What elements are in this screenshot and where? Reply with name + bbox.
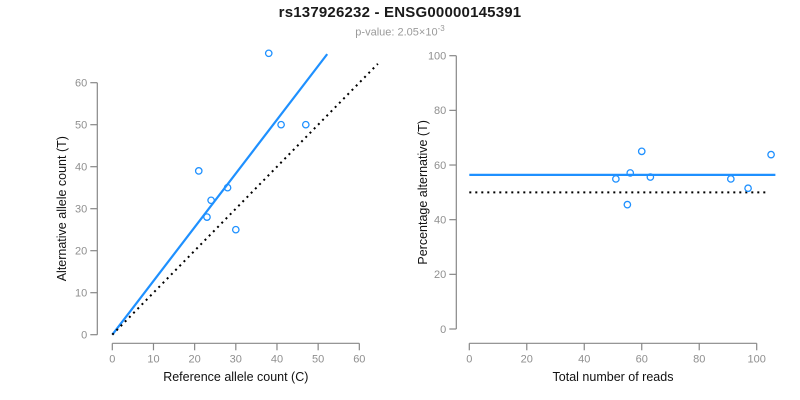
data-point	[646, 173, 655, 181]
data-point	[223, 183, 232, 192]
y-tick-label: 60	[75, 78, 87, 90]
data-point	[637, 147, 646, 156]
x-tick-label: 30	[230, 353, 242, 365]
figure-header: rs137926232 - ENSG00000145391 p-value: 2…	[0, 0, 800, 39]
y-tick-label: 100	[428, 51, 446, 63]
pvalue-subtitle: p-value: 2.05×10-3	[0, 24, 800, 39]
identity-line	[111, 63, 379, 336]
x-tick-label: 10	[147, 353, 159, 365]
y-tick-label: 40	[434, 214, 446, 226]
data-point	[626, 169, 635, 177]
fit-line	[111, 53, 329, 336]
data-point	[264, 49, 273, 58]
y-tick-label: 80	[434, 105, 446, 117]
y-tick-label: 50	[75, 120, 87, 132]
x-tick-label: 0	[109, 353, 115, 365]
data-point	[612, 175, 620, 183]
x-tick-label: 20	[189, 353, 201, 365]
y-tick-label: 20	[434, 269, 446, 281]
x-tick-label: 100	[748, 353, 766, 365]
y-axis-title: Percentage alternative (T)	[416, 120, 430, 265]
data-point	[207, 196, 215, 205]
x-axis-title: Total number of reads	[553, 370, 674, 384]
y-tick-label: 60	[434, 160, 446, 172]
data-point	[623, 200, 632, 209]
pvalue-exponent: -3	[437, 24, 445, 33]
data-point	[767, 150, 775, 159]
x-tick-label: 20	[521, 353, 533, 365]
x-tick-label: 40	[271, 353, 283, 365]
x-tick-label: 80	[693, 353, 705, 365]
y-tick-label: 20	[75, 246, 87, 258]
x-tick-label: 50	[312, 353, 324, 365]
y-axis-title: Alternative allele count (T)	[55, 136, 69, 281]
percentage-vs-coverage-scatter: 0 20 40 60 80 100 0 20 40 60 80 100 Total number of …	[416, 51, 776, 384]
data-point	[277, 120, 285, 129]
y-tick-label: 40	[75, 162, 87, 174]
figure-title: rs137926232 - ENSG00000145391	[278, 4, 522, 21]
x-tick-label: 40	[578, 353, 590, 365]
x-tick-label: 60	[636, 353, 648, 365]
data-point	[231, 225, 240, 234]
data-point	[194, 167, 203, 175]
data-point	[301, 120, 310, 129]
y-tick-label: 10	[75, 288, 87, 300]
pvalue-text: p-value: 2.05×10	[355, 26, 438, 39]
allele-counts-scatter: 0 10 20 30 40 50 60 0 10 20 30 40 50 60 Reference alle…	[55, 49, 379, 384]
data-point	[726, 175, 735, 183]
data-point	[203, 213, 211, 221]
x-axis-title: Reference allele count (C)	[163, 370, 308, 384]
x-tick-label: 0	[466, 353, 472, 365]
y-tick-label: 0	[81, 330, 87, 342]
data-point	[744, 184, 752, 193]
y-tick-label: 30	[75, 204, 87, 216]
y-tick-label: 0	[440, 324, 446, 336]
x-tick-label: 60	[353, 353, 365, 365]
